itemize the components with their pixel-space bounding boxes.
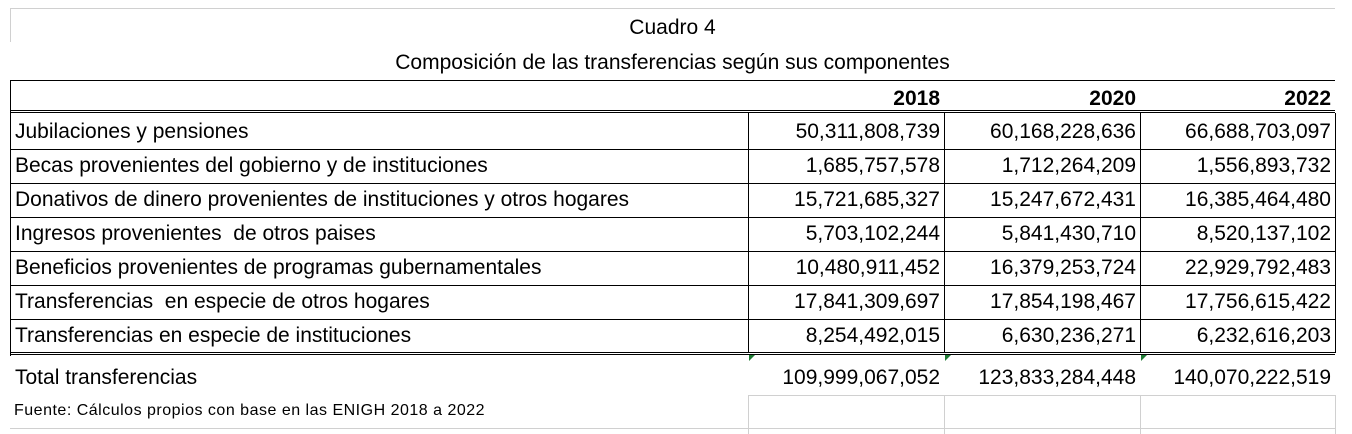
grid-line (1335, 395, 1336, 434)
rule (10, 80, 1335, 81)
source-note: Fuente: Cálculos propios con base en las… (14, 402, 486, 419)
frame-line (10, 8, 1335, 9)
table-subtitle: Composición de las transferencias según … (395, 51, 950, 74)
column-header: 2022 (1284, 87, 1331, 110)
row-line (10, 251, 1335, 252)
rule (10, 80, 11, 356)
value-cell: 8,520,137,102 (1196, 222, 1331, 245)
total-cell: 140,070,222,519 (1173, 366, 1331, 389)
total-cell: 123,833,284,448 (978, 366, 1136, 389)
value-cell: 5,841,430,710 (1001, 222, 1136, 245)
rule (10, 110, 1335, 113)
total-cell: 109,999,067,052 (782, 366, 940, 389)
row-label: Transferencias en especie de otros hogar… (15, 290, 430, 313)
table-title: Cuadro 4 (629, 16, 716, 39)
value-cell: 15,721,685,327 (794, 188, 940, 211)
row-label: Beneficios provenientes de programas gub… (15, 256, 542, 279)
row-line (10, 149, 1335, 150)
column-header: 2018 (893, 87, 940, 110)
value-cell: 66,688,703,097 (1185, 120, 1331, 143)
col-line (1140, 113, 1141, 353)
value-cell: 50,311,808,739 (795, 120, 940, 143)
value-cell: 22,929,792,483 (1185, 256, 1331, 279)
value-cell: 15,247,672,431 (990, 188, 1136, 211)
value-cell: 1,556,893,732 (1196, 154, 1331, 177)
col-line (748, 113, 749, 353)
total-label: Total transferencias (15, 366, 198, 389)
rule (10, 352, 1335, 355)
grid-line (944, 395, 945, 434)
row-label: Donativos de dinero provenientes de inst… (15, 188, 630, 211)
grid-line (748, 395, 1335, 396)
value-cell: 60,168,228,636 (990, 120, 1136, 143)
value-cell: 17,756,615,422 (1185, 290, 1331, 313)
row-label: Becas provenientes del gobierno y de ins… (15, 154, 488, 177)
col-line (1335, 113, 1336, 353)
column-header: 2020 (1089, 87, 1136, 110)
grid-line (748, 395, 749, 434)
value-cell: 1,685,757,578 (805, 154, 940, 177)
text-number-flag (749, 355, 755, 361)
row-label: Ingresos provenientes de otros paises (15, 222, 376, 245)
row-line (10, 285, 1335, 286)
value-cell: 6,630,236,271 (1001, 324, 1136, 347)
frame-line (10, 8, 11, 42)
value-cell: 16,379,253,724 (990, 256, 1136, 279)
value-cell: 1,712,264,209 (1001, 154, 1136, 177)
value-cell: 17,854,198,467 (990, 290, 1136, 313)
value-cell: 5,703,102,244 (805, 222, 940, 245)
value-cell: 6,232,616,203 (1196, 324, 1331, 347)
row-line (10, 217, 1335, 218)
grid-line (10, 428, 1335, 429)
text-number-flag (1141, 355, 1147, 361)
row-label: Jubilaciones y pensiones (15, 120, 249, 143)
row-label: Transferencias en especie de institucion… (15, 324, 412, 347)
value-cell: 8,254,492,015 (805, 324, 940, 347)
text-number-flag (945, 355, 951, 361)
value-cell: 16,385,464,480 (1185, 188, 1331, 211)
col-line (944, 113, 945, 353)
row-line (10, 183, 1335, 184)
value-cell: 10,480,911,452 (795, 256, 940, 279)
row-line (10, 319, 1335, 320)
value-cell: 17,841,309,697 (794, 290, 940, 313)
grid-line (1140, 395, 1141, 434)
